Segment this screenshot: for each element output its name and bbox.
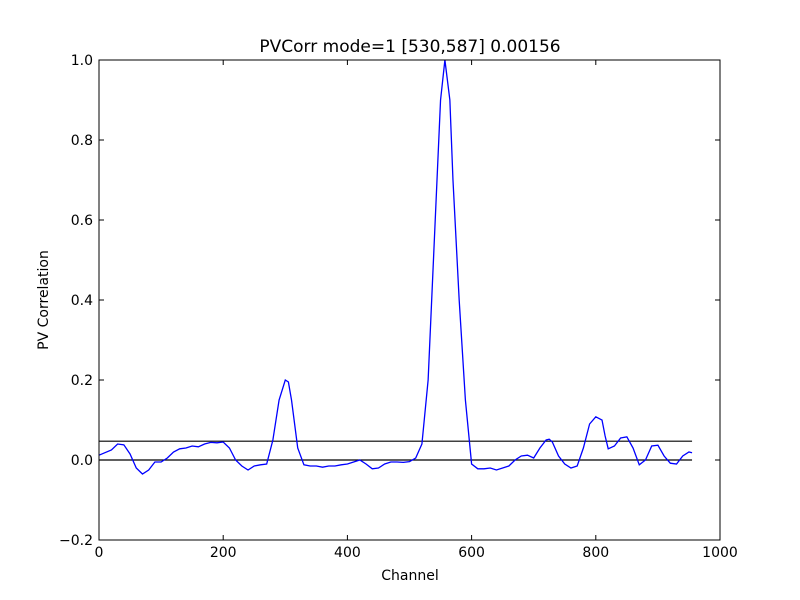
y-tick-label: 0.0	[71, 453, 93, 469]
x-tick-label: 200	[210, 545, 237, 561]
x-tick-label: 1000	[702, 545, 738, 561]
plot-frame	[98, 59, 721, 541]
y-tick-label: 0.2	[71, 373, 93, 389]
x-axis-label: Channel	[381, 568, 438, 584]
data-line	[98, 59, 693, 475]
chart-title: PVCorr mode=1 [530,587] 0.00156	[259, 37, 560, 57]
y-tick-label: 1.0	[71, 53, 93, 69]
x-tick-label: 600	[458, 545, 485, 561]
y-tick-label: 0.6	[71, 213, 93, 229]
x-tick-label: 800	[582, 545, 609, 561]
y-tick-label: 0.8	[71, 133, 93, 149]
x-tick-label: 400	[334, 545, 361, 561]
y-tick-label: −0.2	[59, 533, 93, 549]
x-tick-label: 0	[95, 545, 104, 561]
y-tick-label: 0.4	[71, 293, 93, 309]
y-axis-label: PV Correlation	[36, 250, 52, 350]
